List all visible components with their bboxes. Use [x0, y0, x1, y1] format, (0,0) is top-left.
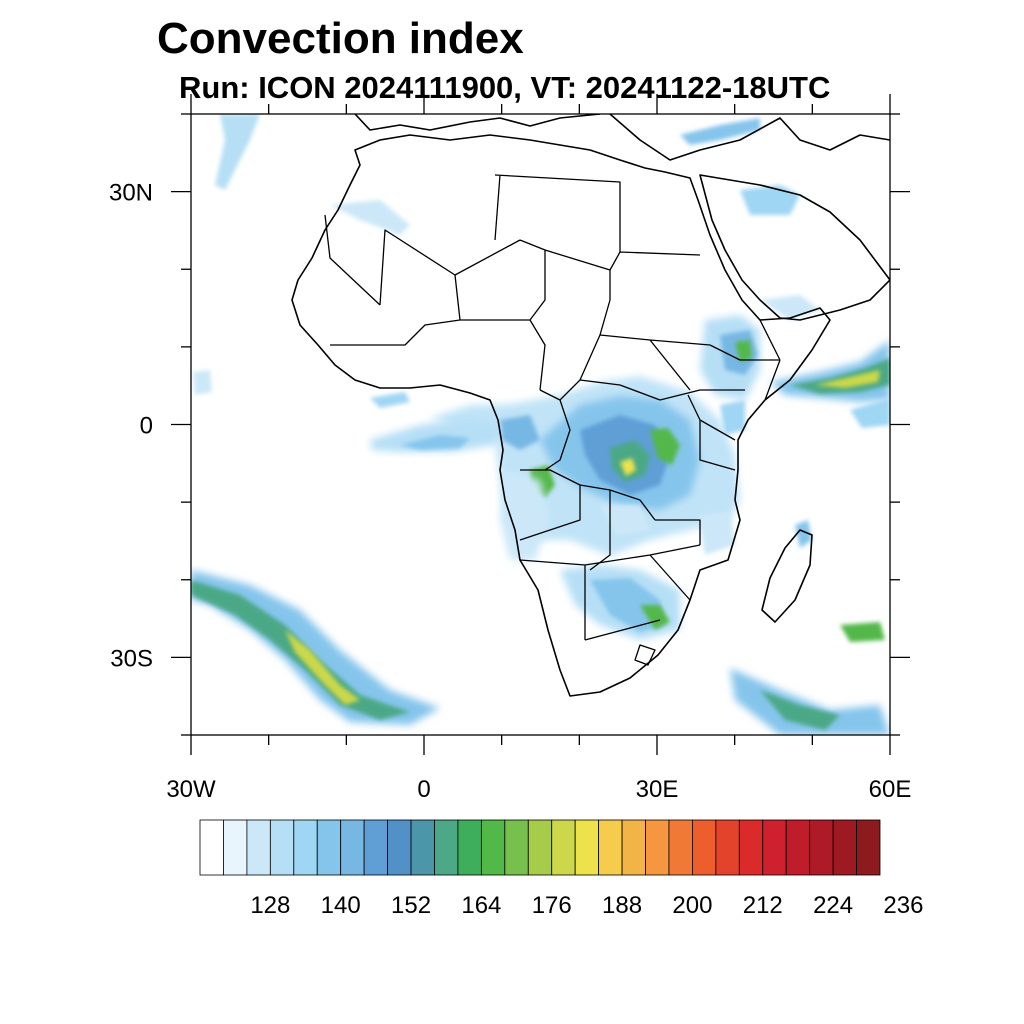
colorbar-label: 212	[743, 892, 783, 919]
y-tick-label: 30S	[110, 645, 153, 672]
chart-subtitle: Run: ICON 2024111900, VT: 20241122-18UTC	[179, 70, 831, 105]
colorbar-label: 224	[813, 892, 853, 919]
south-atlantic-convection	[191, 570, 440, 725]
colorbar-label: 140	[321, 892, 361, 919]
colorbar-swatch	[621, 819, 646, 876]
colorbar-swatch	[246, 819, 271, 876]
x-tick-label: 0	[417, 776, 430, 803]
colorbar-label: 164	[461, 892, 501, 919]
colorbar-swatch	[856, 819, 881, 876]
colorbar-swatch	[692, 819, 717, 876]
colorbar-swatch	[574, 819, 600, 876]
colorbar-swatch	[363, 819, 388, 876]
southern-africa-convection	[500, 470, 812, 640]
chart-title: Convection index	[157, 14, 524, 63]
colorbar-swatch	[387, 819, 412, 876]
colorbar-swatch	[832, 819, 857, 876]
colorbar-swatch	[293, 819, 318, 876]
colorbar-label: 236	[883, 892, 923, 919]
colorbar-label: 200	[672, 892, 712, 919]
colorbar-swatch	[269, 819, 295, 876]
colorbar-swatch	[410, 819, 435, 876]
colorbar-swatch	[480, 819, 506, 876]
colorbar-label: 152	[391, 892, 431, 919]
colorbar-swatch	[551, 819, 576, 876]
axis-labels: 30W 0 30E 60E 30N 0 30S	[109, 180, 911, 803]
axis-ticks	[171, 94, 910, 755]
southwest-indian-ocean-convection	[730, 622, 890, 735]
colorbar-swatch	[785, 819, 811, 876]
europe-coastline	[354, 114, 890, 161]
x-tick-label: 60E	[869, 776, 912, 803]
east-africa-convection	[700, 315, 760, 435]
colorbar-swatch	[504, 819, 529, 876]
colorbar-swatch	[457, 819, 482, 876]
x-tick-label: 30W	[166, 776, 216, 803]
colorbar-swatch	[316, 819, 342, 876]
colorbar-swatch	[434, 819, 459, 876]
colorbar-swatch	[762, 819, 787, 876]
x-tick-label: 30E	[636, 776, 679, 803]
colorbar-swatch	[527, 819, 553, 876]
colorbar-swatch	[645, 819, 670, 876]
colorbar-swatch	[223, 819, 248, 876]
colorbar-swatch	[738, 819, 764, 876]
colorbar-label: 188	[602, 892, 642, 919]
colorbar	[199, 819, 881, 876]
colorbar-swatch	[668, 819, 693, 876]
colorbar-labels: 128 140 152 164 176 188 200 212 224 236	[250, 892, 923, 919]
y-tick-label: 0	[140, 413, 153, 440]
country-borders	[324, 174, 781, 666]
colorbar-swatch	[199, 819, 224, 876]
arabia-coastline	[699, 174, 890, 321]
colorbar-swatch	[809, 819, 834, 876]
y-tick-label: 30N	[109, 180, 153, 207]
colorbar-label: 128	[250, 892, 290, 919]
madagascar-coastline	[761, 529, 813, 623]
colorbar-swatch	[340, 819, 365, 876]
arabian-sea-convection	[770, 340, 890, 428]
colorbar-label: 176	[532, 892, 572, 919]
convection-field	[191, 114, 890, 735]
map-area	[191, 114, 890, 735]
colorbar-swatch	[715, 819, 740, 876]
gulf-of-guinea-convection	[193, 370, 500, 452]
colorbar-swatch	[598, 819, 623, 876]
northern-convection	[215, 114, 820, 320]
